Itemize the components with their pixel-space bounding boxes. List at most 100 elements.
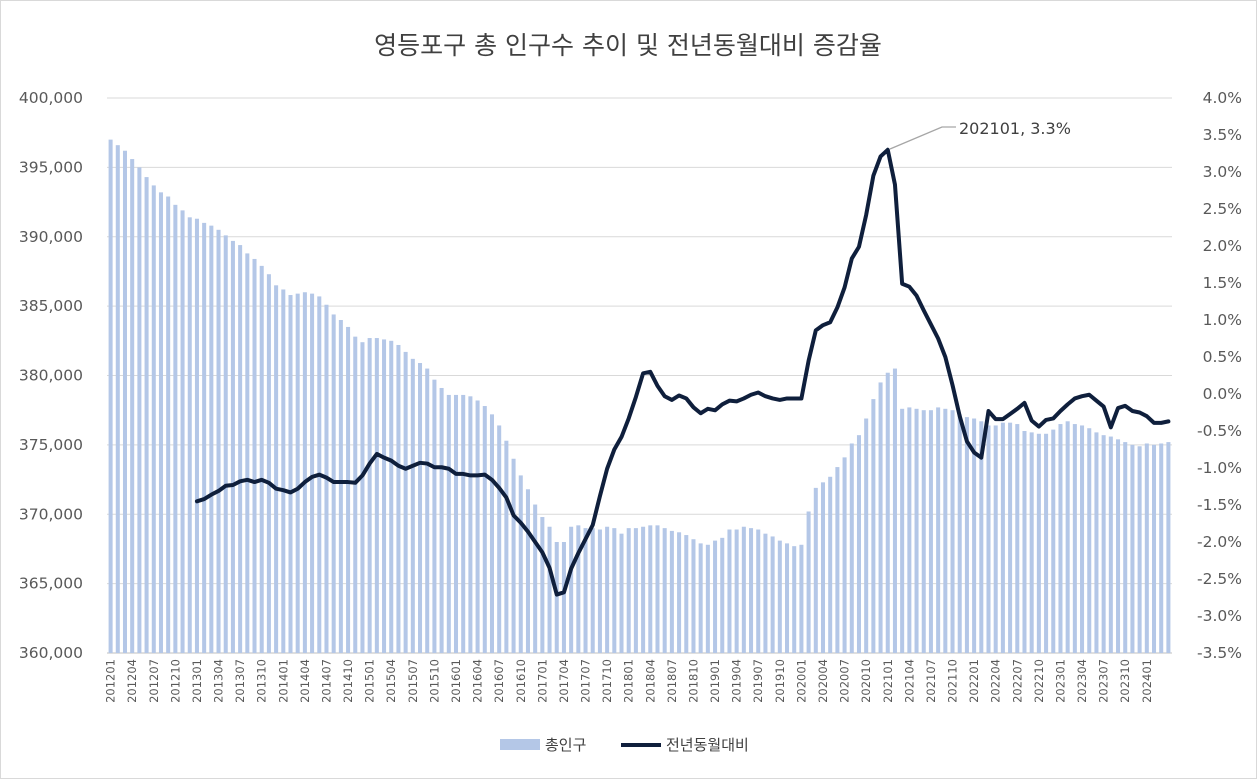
bar: [986, 425, 991, 653]
x-axis-tick-label: 201807: [665, 659, 679, 703]
bar: [489, 414, 494, 653]
bar: [173, 204, 178, 653]
bar: [785, 543, 790, 653]
bar: [605, 526, 610, 653]
bar: [936, 407, 941, 653]
bar: [907, 407, 912, 653]
right-axis-tick-label: 3.0%: [1203, 163, 1242, 181]
right-axis-tick-label: 0.5%: [1203, 348, 1242, 366]
bar: [734, 529, 739, 653]
bar: [770, 536, 775, 653]
bar: [684, 535, 689, 653]
bar: [1151, 444, 1157, 653]
bar: [964, 417, 969, 653]
x-axis-tick-label: 202307: [1097, 659, 1111, 703]
bar: [288, 295, 293, 653]
peak-annotation: 202101, 3.3%: [889, 119, 1071, 150]
x-axis-tick-label: 201504: [384, 659, 398, 703]
right-axis-tick-label: -3.0%: [1197, 607, 1242, 625]
bar: [187, 217, 192, 653]
bar: [950, 410, 955, 653]
bar: [547, 526, 552, 653]
bar: [856, 435, 861, 653]
bar: [122, 150, 128, 653]
x-axis-tick-label: 202310: [1118, 659, 1132, 703]
bar: [1015, 424, 1020, 653]
x-axis-tick-label: 201701: [535, 659, 549, 703]
bar: [914, 408, 919, 653]
x-axis-tick-label: 201310: [255, 659, 269, 703]
left-axis-tick-label: 360,000: [19, 644, 83, 662]
bar: [475, 400, 480, 653]
x-axis-tick-label: 202104: [902, 659, 916, 703]
bar: [230, 240, 235, 653]
x-axis-tick-label: 201901: [708, 659, 722, 703]
bar: [741, 526, 746, 653]
bar: [1036, 433, 1041, 653]
bar: [374, 338, 379, 653]
bar: [648, 525, 653, 653]
x-axis-tick-label: 201304: [212, 659, 226, 703]
bar: [115, 145, 120, 654]
bar: [1058, 424, 1063, 653]
bar: [569, 526, 574, 653]
bar: [662, 528, 667, 653]
bar: [799, 544, 804, 653]
bar: [1116, 439, 1121, 653]
bar: [245, 253, 250, 653]
bar: [871, 399, 876, 653]
x-axis-tick-label: 202207: [1010, 659, 1024, 703]
x-axis-tick-label: 201904: [730, 659, 744, 703]
bar: [1065, 421, 1070, 653]
bar: [238, 245, 243, 653]
legend-label-total-population: 총인구: [545, 736, 586, 754]
right-axis-tick-label: -2.5%: [1197, 570, 1242, 588]
bar: [820, 482, 826, 653]
bar: [957, 414, 962, 653]
bar: [1051, 429, 1056, 653]
bar: [835, 467, 840, 653]
bar: [727, 529, 732, 653]
bar: [691, 539, 696, 653]
bar: [612, 528, 617, 653]
right-axis-tick-label: -0.5%: [1197, 422, 1242, 440]
bar: [561, 542, 566, 653]
x-axis-tick-label: 201510: [427, 659, 441, 703]
bar: [806, 511, 811, 653]
x-axis-tick-label: 202001: [794, 659, 808, 703]
bar: [274, 285, 279, 653]
bar: [641, 526, 646, 653]
bar: [1000, 422, 1005, 653]
bar: [252, 258, 257, 653]
left-axis-tick-label: 390,000: [19, 228, 83, 246]
bar: [979, 421, 984, 653]
bar: [425, 368, 430, 653]
bar: [1094, 432, 1099, 653]
bar: [864, 418, 869, 653]
left-axis-tick-label: 365,000: [19, 575, 83, 593]
x-axis-tick-label: 201507: [406, 659, 420, 703]
bar: [446, 394, 451, 653]
bar: [1008, 422, 1013, 653]
bar: [194, 218, 199, 653]
x-axis-tick-label: 202401: [1140, 659, 1154, 703]
x-axis-tick-label: 201407: [319, 659, 333, 703]
bar: [468, 396, 473, 653]
bar: [900, 408, 905, 653]
right-axis-tick-label: 4.0%: [1203, 89, 1242, 107]
bar: [439, 387, 444, 653]
bar: [223, 235, 228, 654]
bar: [158, 192, 163, 653]
x-axis-tick-label: 201501: [363, 659, 377, 703]
bar: [792, 546, 797, 653]
x-axis-tick-label: 201804: [643, 659, 657, 703]
x-axis-tick-label: 201710: [600, 659, 614, 703]
bar-series-total-population: [108, 139, 1171, 654]
bar: [166, 196, 171, 653]
x-axis-tick-label: 201910: [773, 659, 787, 703]
bar: [338, 320, 343, 653]
series-line: [194, 147, 1171, 597]
right-axis-tick-label: 1.0%: [1203, 311, 1242, 329]
bar: [828, 476, 833, 653]
x-axis-tick-label: 201404: [298, 659, 312, 703]
